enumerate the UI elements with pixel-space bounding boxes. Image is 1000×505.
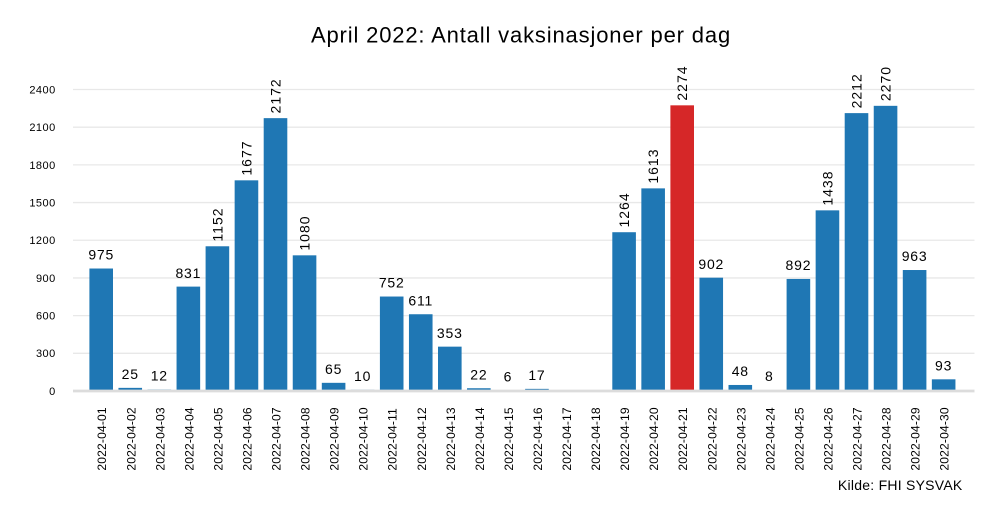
svg-text:2022-04-04: 2022-04-04	[182, 407, 196, 471]
svg-text:2022-04-14: 2022-04-14	[473, 407, 487, 471]
svg-text:2022-04-01: 2022-04-01	[95, 407, 109, 471]
svg-text:93: 93	[935, 358, 952, 374]
svg-text:2022-04-18: 2022-04-18	[589, 407, 603, 471]
svg-text:831: 831	[175, 265, 201, 281]
svg-text:611: 611	[408, 292, 433, 308]
svg-text:12: 12	[151, 368, 168, 384]
svg-text:752: 752	[379, 275, 405, 291]
svg-text:1613: 1613	[645, 149, 661, 184]
svg-text:353: 353	[437, 325, 463, 341]
svg-text:1500: 1500	[29, 197, 55, 209]
svg-text:48: 48	[732, 363, 749, 379]
svg-text:1800: 1800	[29, 160, 55, 172]
svg-text:2022-04-19: 2022-04-19	[618, 407, 632, 471]
svg-text:2022-04-25: 2022-04-25	[792, 407, 806, 471]
svg-text:2022-04-10: 2022-04-10	[357, 407, 371, 471]
svg-text:892: 892	[786, 257, 812, 273]
svg-text:975: 975	[88, 247, 114, 263]
svg-text:April 2022: Antall vaksinasjon: April 2022: Antall vaksinasjoner per dag	[311, 23, 731, 48]
svg-text:2022-04-21: 2022-04-21	[676, 407, 690, 471]
svg-text:963: 963	[902, 248, 928, 264]
svg-text:2212: 2212	[849, 73, 865, 108]
svg-text:2022-04-09: 2022-04-09	[328, 407, 342, 471]
svg-text:2270: 2270	[878, 66, 894, 101]
svg-text:902: 902	[698, 256, 724, 272]
svg-text:25: 25	[122, 366, 139, 382]
svg-text:2022-04-02: 2022-04-02	[124, 407, 138, 471]
svg-text:2022-04-05: 2022-04-05	[211, 407, 225, 471]
svg-text:2022-04-15: 2022-04-15	[502, 407, 516, 471]
svg-text:1677: 1677	[238, 140, 254, 175]
svg-text:2022-04-23: 2022-04-23	[734, 407, 748, 471]
svg-text:1152: 1152	[209, 207, 225, 241]
svg-text:2022-04-06: 2022-04-06	[240, 407, 254, 471]
svg-text:2022-04-27: 2022-04-27	[851, 407, 865, 471]
svg-text:2022-04-22: 2022-04-22	[705, 407, 719, 471]
svg-text:2022-04-03: 2022-04-03	[153, 407, 167, 471]
svg-text:2100: 2100	[29, 122, 55, 134]
svg-text:0: 0	[49, 386, 56, 398]
svg-text:2022-04-13: 2022-04-13	[444, 407, 458, 471]
svg-text:1264: 1264	[616, 192, 632, 227]
svg-text:17: 17	[528, 367, 545, 383]
svg-text:2022-04-07: 2022-04-07	[270, 407, 284, 471]
svg-text:22: 22	[470, 366, 487, 382]
svg-text:Kilde: FHI SYSVAK: Kilde: FHI SYSVAK	[838, 477, 963, 493]
svg-text:1200: 1200	[29, 235, 55, 247]
svg-text:2274: 2274	[674, 65, 690, 100]
svg-text:65: 65	[325, 361, 342, 377]
svg-text:300: 300	[36, 348, 56, 360]
svg-text:2022-04-08: 2022-04-08	[299, 407, 313, 471]
svg-text:2022-04-11: 2022-04-11	[386, 408, 400, 471]
svg-text:2022-04-26: 2022-04-26	[821, 407, 835, 471]
svg-text:2022-04-30: 2022-04-30	[938, 407, 952, 471]
svg-text:2022-04-20: 2022-04-20	[647, 407, 661, 471]
svg-text:1080: 1080	[297, 215, 313, 250]
svg-text:2022-04-16: 2022-04-16	[531, 407, 545, 471]
svg-text:900: 900	[36, 273, 56, 285]
svg-text:2022-04-28: 2022-04-28	[880, 407, 894, 471]
svg-text:2172: 2172	[268, 78, 284, 113]
svg-text:2400: 2400	[29, 84, 55, 96]
svg-text:2022-04-24: 2022-04-24	[763, 407, 777, 471]
svg-text:2022-04-12: 2022-04-12	[415, 407, 429, 471]
svg-text:8: 8	[765, 368, 774, 384]
svg-text:2022-04-29: 2022-04-29	[909, 407, 923, 471]
svg-text:6: 6	[504, 368, 513, 384]
svg-text:1438: 1438	[819, 170, 835, 205]
svg-text:10: 10	[354, 368, 371, 384]
svg-text:2022-04-17: 2022-04-17	[560, 407, 574, 471]
svg-text:600: 600	[36, 311, 56, 323]
